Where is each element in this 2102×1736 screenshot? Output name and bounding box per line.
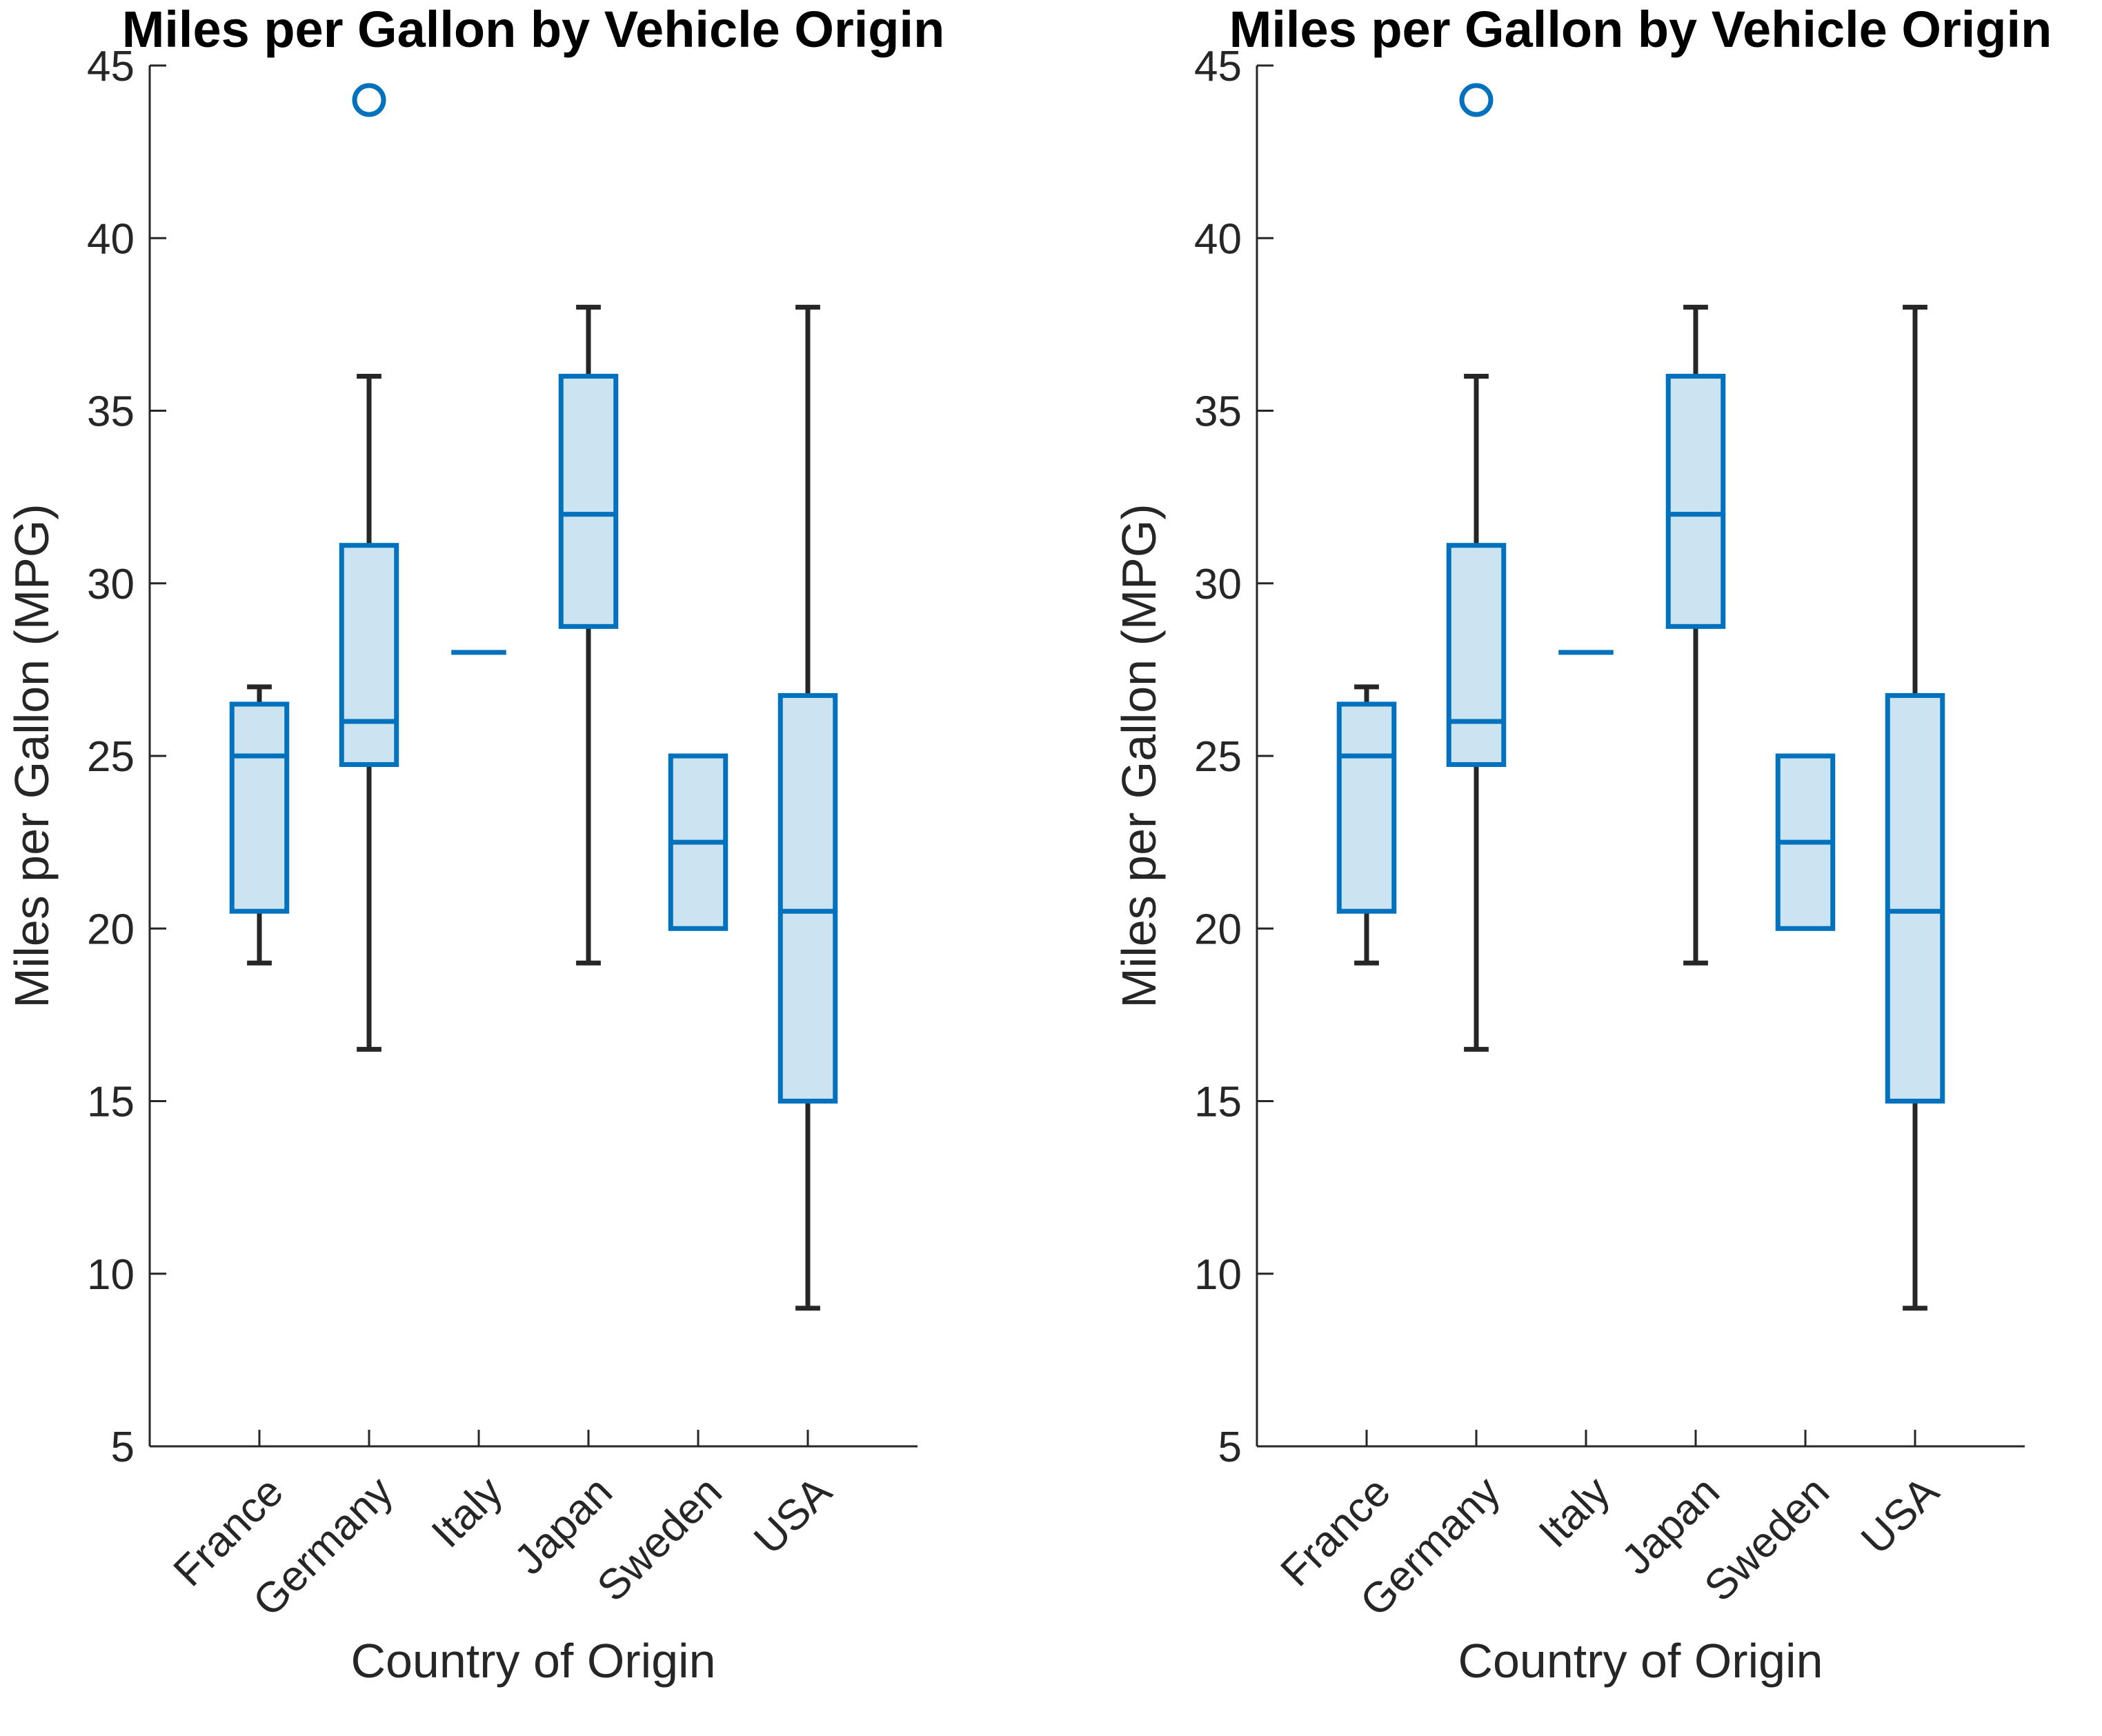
y-tick-label: 45 — [1194, 43, 1242, 90]
y-tick-label: 25 — [87, 733, 135, 781]
y-axis-label: Miles per Gallon (MPG) — [5, 503, 59, 1008]
box-iqr — [1665, 373, 1726, 629]
outlier-point — [1459, 83, 1494, 117]
y-tick-label: 30 — [87, 561, 135, 608]
boxes — [1336, 83, 1945, 1311]
y-ticks: 5 10 15 20 25 30 35 40 45 — [87, 43, 166, 1471]
y-axis-label: Miles per Gallon (MPG) — [1112, 503, 1166, 1008]
chart-left: Miles per Gallon by Vehicle Origin Miles… — [5, 1, 944, 1688]
y-tick-label: 40 — [87, 215, 135, 263]
y-tick-label: 20 — [87, 906, 135, 953]
box-iqr — [777, 692, 838, 1104]
y-tick-label: 15 — [1194, 1079, 1242, 1126]
y-tick-label: 5 — [1218, 1424, 1242, 1471]
box-iqr — [339, 543, 399, 768]
x-axis-label: Country of Origin — [1458, 1634, 1823, 1688]
y-tick-label: 10 — [87, 1251, 135, 1299]
outlier-point — [352, 83, 386, 117]
box-iqr — [1336, 701, 1397, 914]
y-tick-label: 15 — [87, 1079, 135, 1126]
y-tick-label: 25 — [1194, 733, 1242, 781]
box-iqr — [1446, 543, 1507, 768]
x-axis-label: Country of Origin — [350, 1634, 715, 1688]
y-tick-label: 35 — [1194, 388, 1242, 436]
box-iqr — [1885, 692, 1945, 1104]
y-tick-label: 30 — [1194, 561, 1242, 608]
y-ticks: 5 10 15 20 25 30 35 40 45 — [1194, 43, 1273, 1471]
boxes — [229, 83, 838, 1311]
y-tick-label: 10 — [1194, 1251, 1242, 1299]
box-iqr — [558, 373, 619, 629]
chart-title: Miles per Gallon by Vehicle Origin — [1229, 1, 2052, 58]
y-tick-label: 35 — [87, 388, 135, 436]
chart-title: Miles per Gallon by Vehicle Origin — [122, 1, 945, 58]
y-tick-label: 45 — [87, 43, 135, 90]
box-iqr — [229, 701, 290, 914]
y-tick-label: 20 — [1194, 906, 1242, 953]
y-tick-label: 5 — [111, 1424, 135, 1471]
y-tick-label: 40 — [1194, 215, 1242, 263]
